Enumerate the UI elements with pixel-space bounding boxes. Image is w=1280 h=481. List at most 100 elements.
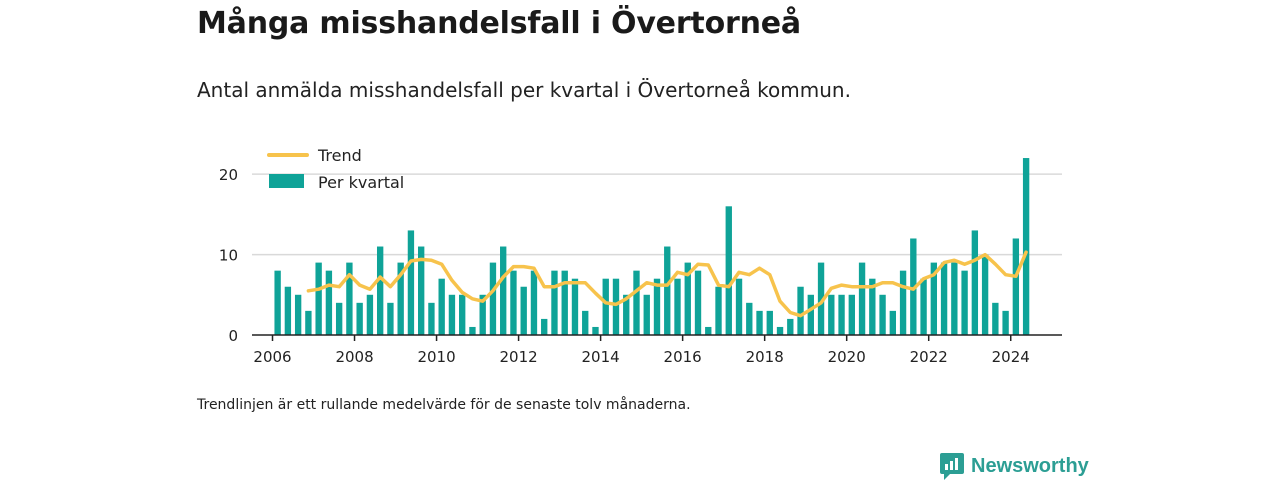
- x-tick-label: 2022: [910, 348, 948, 366]
- bar: [612, 278, 620, 335]
- bar: [438, 278, 445, 335]
- bar: [489, 262, 497, 335]
- bar: [807, 294, 814, 335]
- bar: [940, 262, 948, 335]
- trend-line: [306, 250, 1028, 318]
- bar: [500, 246, 507, 335]
- x-tick-label: 2010: [417, 348, 455, 366]
- bar: [961, 270, 968, 335]
- bar: [1022, 158, 1030, 335]
- bar: [684, 262, 691, 335]
- bar: [305, 310, 312, 335]
- bar: [992, 302, 999, 335]
- bar: [284, 286, 292, 335]
- bar: [582, 310, 589, 335]
- bar: [551, 270, 558, 335]
- bar: [530, 270, 538, 335]
- brand-name: Newsworthy: [971, 454, 1089, 477]
- y-tick-label: 10: [219, 247, 238, 265]
- bar: [766, 310, 773, 335]
- bar: [294, 294, 302, 335]
- x-tick-label: 2014: [582, 348, 620, 366]
- bar: [705, 326, 712, 335]
- bar: [715, 286, 722, 335]
- x-tick-label: 2012: [499, 348, 537, 366]
- bar: [387, 302, 394, 335]
- brand-logo: Newsworthy: [939, 451, 1089, 481]
- bar: [315, 262, 322, 335]
- bar: [459, 294, 466, 335]
- legend: Trend Per kvartal: [267, 146, 404, 192]
- bar: [366, 294, 374, 335]
- bar: [417, 246, 425, 335]
- x-tick-label: 2024: [992, 348, 1030, 366]
- legend-trend-label: Trend: [317, 146, 362, 165]
- bar: [869, 278, 876, 335]
- bar: [930, 262, 938, 335]
- bar: [510, 270, 517, 335]
- bar: [725, 206, 732, 335]
- bar: [951, 262, 958, 335]
- bar: [899, 270, 907, 335]
- bar: [325, 270, 333, 335]
- bar: [407, 230, 415, 335]
- bar: [643, 294, 650, 335]
- bar: [787, 318, 794, 335]
- bar: [838, 294, 845, 335]
- bar: [848, 294, 855, 335]
- legend-bars-swatch: [269, 174, 304, 188]
- x-tick-label: 2020: [828, 348, 866, 366]
- bar: [592, 326, 599, 335]
- chart-subtitle: Antal anmälda misshandelsfall per kvarta…: [197, 78, 851, 102]
- bar: [602, 278, 609, 335]
- bar: [520, 286, 527, 335]
- bar: [879, 294, 886, 335]
- bar: [1012, 238, 1020, 335]
- x-tick-label: 2018: [746, 348, 784, 366]
- bar: [623, 294, 630, 335]
- bar: [889, 310, 897, 335]
- bar: [664, 246, 671, 335]
- bar: [981, 254, 989, 335]
- chart-title: Många misshandelsfall i Övertorneå: [197, 6, 801, 41]
- y-tick-label: 20: [219, 166, 238, 184]
- bar: [376, 246, 384, 335]
- bar: [346, 262, 353, 335]
- footnote: Trendlinjen är ett rullande medelvärde f…: [197, 397, 691, 413]
- bar: [828, 294, 835, 335]
- bar: [561, 270, 568, 335]
- x-tick-label: 2016: [664, 348, 702, 366]
- bar: [756, 310, 763, 335]
- bar: [776, 326, 784, 335]
- bar: [356, 302, 363, 335]
- trend-series: [306, 250, 1028, 318]
- x-tick-label: 2008: [335, 348, 373, 366]
- bar: [674, 278, 681, 335]
- bar: [735, 278, 743, 335]
- bar: [797, 286, 804, 335]
- bar: [1002, 310, 1009, 335]
- bar: [746, 302, 753, 335]
- x-tick-label: 2006: [253, 348, 291, 366]
- bar: [653, 278, 661, 335]
- legend-bars-label: Per kvartal: [318, 173, 404, 192]
- bar: [971, 230, 979, 335]
- bar: [274, 270, 281, 335]
- newsworthy-logo-icon: [940, 453, 964, 480]
- bar: [335, 302, 343, 335]
- gridlines: [252, 173, 1062, 256]
- bar: [694, 270, 702, 335]
- axes: 0 10 20 2006 2008 2010 2012 2014 2016 2018 2020 202…: [219, 166, 1062, 366]
- bar: [469, 326, 476, 335]
- bar: [541, 318, 548, 335]
- bar: [858, 262, 866, 335]
- bar: [448, 294, 456, 335]
- bar: [817, 262, 825, 335]
- bar: [633, 270, 640, 335]
- bar: [571, 278, 579, 335]
- bar: [428, 302, 435, 335]
- bar: [397, 262, 404, 335]
- bar: [479, 294, 486, 335]
- y-tick-label: 0: [228, 327, 238, 345]
